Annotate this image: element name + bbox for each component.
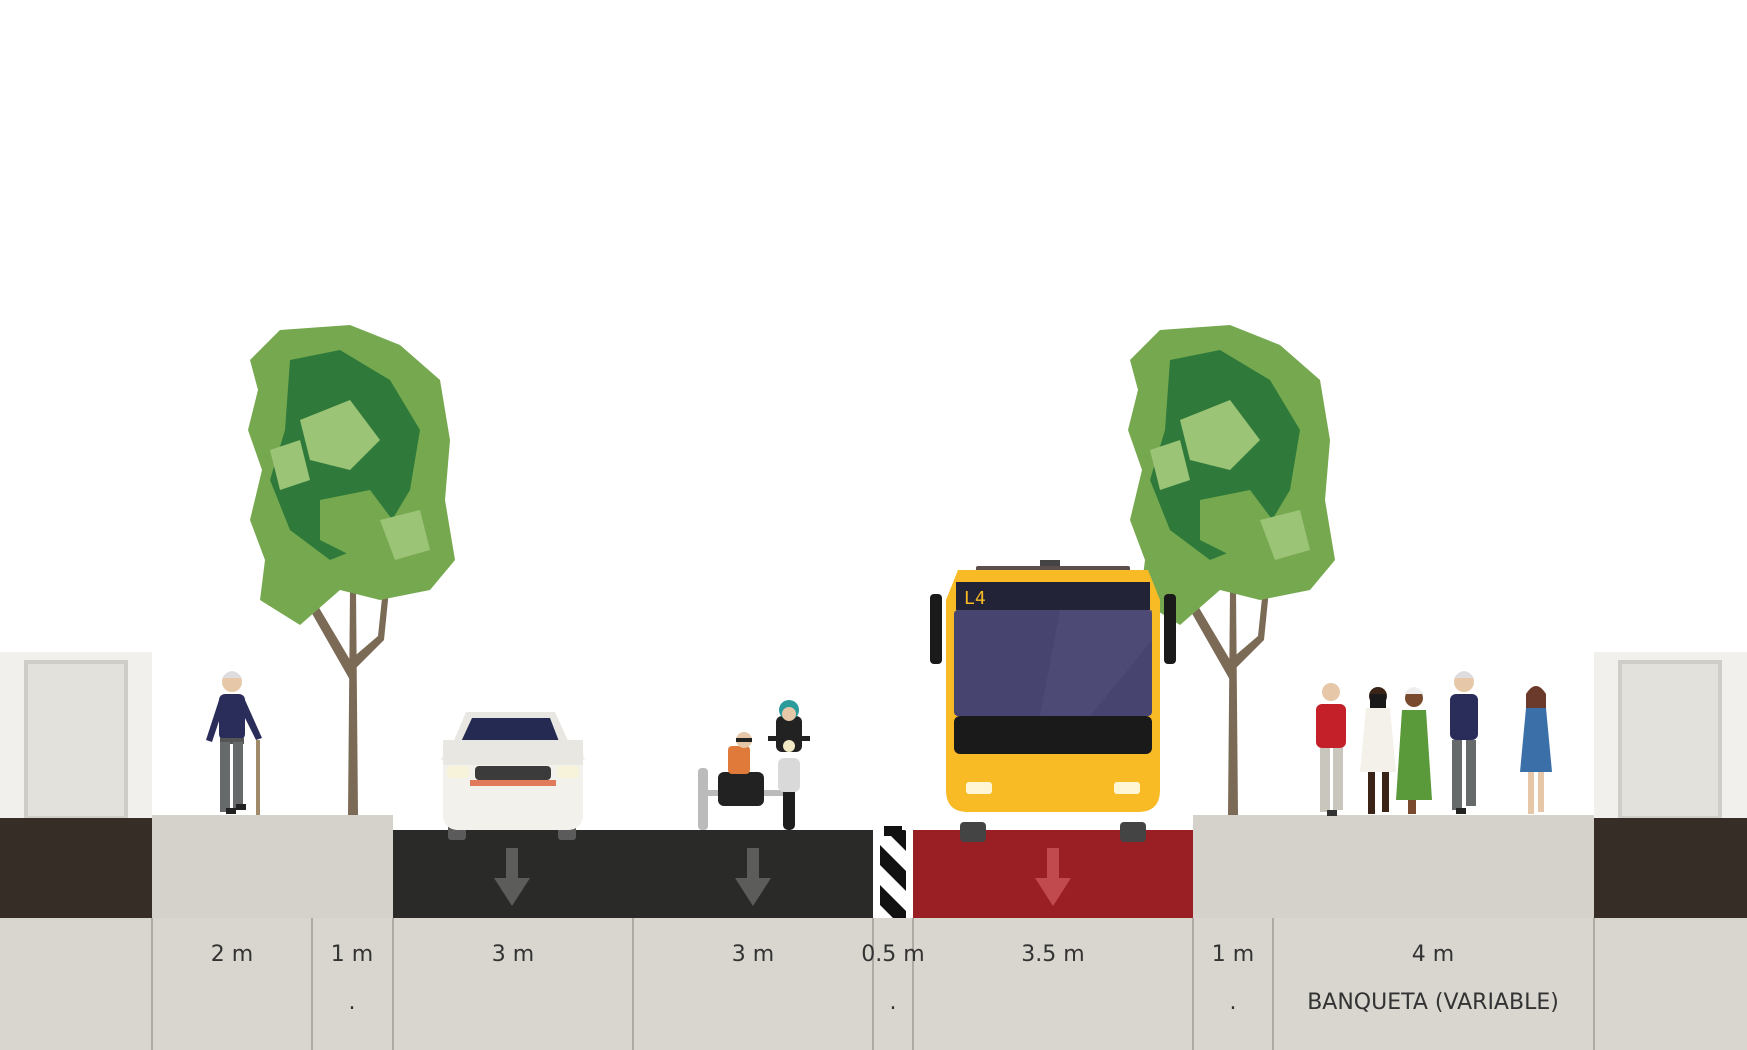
bus-icon: L4	[930, 560, 1176, 842]
segment-width-tree-left: 1 m	[330, 942, 374, 967]
building-left	[0, 652, 152, 918]
tree-icon	[248, 325, 455, 815]
segment-note-tree-right: .	[1229, 990, 1237, 1015]
segment-note-tree-left: .	[348, 990, 356, 1015]
pedestrian-icon	[206, 671, 262, 815]
segment-width-drive-lane-2: 3 m	[731, 942, 775, 967]
down-arrow-icon	[1035, 848, 1071, 906]
bollard-icon	[884, 826, 902, 836]
building-right	[1594, 652, 1747, 918]
motorcycle-sidecar-icon	[698, 700, 810, 830]
down-arrow-icon	[735, 848, 771, 906]
segment-note-sidewalk-right: BANQUETA (VARIABLE)	[1307, 990, 1559, 1015]
segment-width-sidewalk-right: 4 m	[1411, 942, 1455, 967]
divider-hatch	[873, 830, 913, 918]
car-icon	[440, 712, 585, 840]
pedestrians-icon	[1316, 671, 1552, 816]
drive-lanes-surface	[393, 830, 873, 918]
segment-note-divider: .	[889, 990, 897, 1015]
down-arrow-icon	[494, 848, 530, 906]
segment-dividers	[151, 918, 1595, 1050]
sidewalk-right-block	[1193, 815, 1594, 918]
segment-width-drive-lane-1: 3 m	[491, 942, 535, 967]
segment-width-bus-lane: 3.5 m	[1021, 942, 1085, 967]
segment-width-divider: 0.5 m	[861, 942, 925, 967]
tree-icon	[1128, 325, 1335, 815]
segment-width-tree-right: 1 m	[1211, 942, 1255, 967]
sidewalk-left-block	[152, 815, 393, 918]
segment-width-sidewalk-left: 2 m	[210, 942, 254, 967]
bus-route-sign: L4	[964, 588, 986, 609]
